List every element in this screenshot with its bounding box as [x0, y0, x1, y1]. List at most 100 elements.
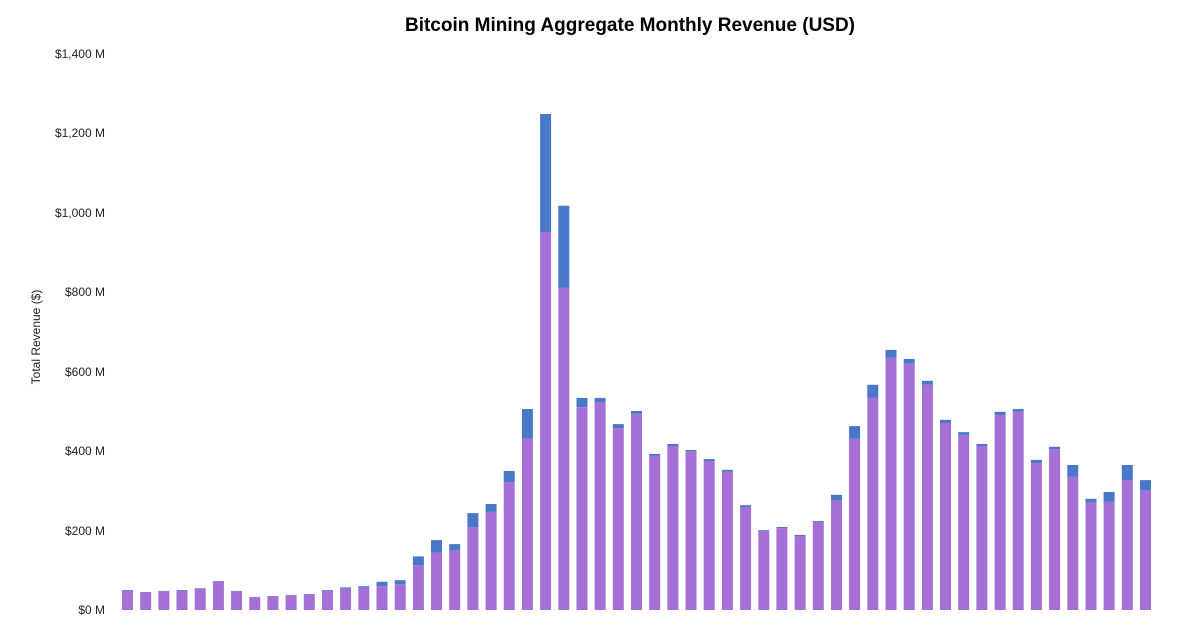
bar-segment-top [867, 384, 879, 398]
bar-segment-top [812, 521, 824, 522]
bar-segment-bottom [1030, 463, 1042, 610]
bar-group [467, 513, 479, 610]
bar-segment-top [685, 450, 697, 452]
bar-group [1121, 465, 1133, 610]
bar-group [594, 397, 606, 610]
y-tick-label: $1,000 M [54, 205, 105, 220]
bar-segment-top [794, 534, 806, 537]
bar-group [285, 594, 297, 610]
bar-segment-bottom [540, 231, 552, 610]
bar-segment-bottom [1012, 411, 1024, 610]
bar-segment-bottom [921, 384, 933, 610]
bar-group [412, 556, 424, 610]
bar-segment-top [412, 556, 424, 566]
bar-group [831, 494, 842, 610]
bar-segment-bottom [612, 428, 624, 610]
bar-group [685, 450, 697, 610]
bar-group [231, 590, 243, 610]
bar-segment-bottom [485, 511, 497, 610]
bar-group [631, 411, 642, 610]
y-tick-label: $400 M [64, 444, 105, 459]
bar-group [740, 505, 752, 610]
bar-segment-bottom [412, 565, 424, 610]
bar-segment-top [831, 494, 842, 500]
bar-group [994, 411, 1006, 610]
bar-segment-bottom [1067, 477, 1079, 610]
bar-group [1067, 465, 1079, 610]
bar-segment-top [940, 419, 951, 423]
bar-group [431, 540, 442, 610]
bar-group [322, 590, 333, 610]
bar-group [667, 444, 679, 610]
bar-segment-bottom [1049, 449, 1061, 610]
bar-group [1085, 498, 1097, 610]
bar-group [267, 596, 279, 610]
bar-group [158, 590, 170, 610]
bar-segment-bottom [467, 527, 479, 610]
bar-segment-top [394, 580, 406, 585]
bar-group [758, 530, 770, 610]
bar-group [1049, 446, 1061, 610]
bar-segment-bottom [1140, 490, 1151, 610]
bar-segment-top [758, 530, 770, 531]
bar-group [485, 504, 497, 610]
bar-group [212, 581, 224, 610]
bar-group [812, 521, 824, 610]
bar-group [449, 544, 461, 610]
bar-group [867, 384, 879, 610]
bar-segment-top [358, 586, 370, 588]
bar-segment-bottom [231, 591, 243, 610]
bar-segment-top [994, 411, 1006, 415]
bar-segment-top [1140, 480, 1151, 491]
bar-group [194, 588, 206, 610]
bar-segment-bottom [649, 455, 661, 610]
bar-segment-top [1030, 459, 1042, 464]
bar-segment-bottom [594, 401, 606, 610]
bar-group [903, 359, 915, 610]
bar-segment-top [540, 114, 552, 232]
bar-group [1030, 459, 1042, 610]
bar-segment-bottom [322, 590, 333, 610]
bar-segment-top [921, 380, 933, 385]
bar-segment-top [649, 453, 661, 456]
bar-group [958, 432, 970, 610]
bar-segment-top [467, 513, 479, 527]
bar-segment-bottom [940, 422, 951, 610]
bar-segment-bottom [431, 552, 442, 610]
y-tick-label: $1,400 M [54, 47, 105, 61]
bar-segment-bottom [685, 451, 697, 610]
bar-segment-bottom [340, 588, 352, 610]
bar-segment-top [976, 444, 988, 446]
bar-segment-top [721, 469, 733, 472]
bar-segment-top [1067, 465, 1079, 477]
bar-group [1140, 480, 1151, 610]
bar-segment-top [703, 459, 715, 462]
y-tick-label: $800 M [64, 285, 105, 300]
bar-segment-top [849, 426, 861, 439]
bar-group [776, 527, 788, 610]
bar-segment-bottom [703, 461, 715, 610]
bar-segment-top [431, 540, 442, 553]
bar-group [540, 114, 552, 610]
bar-group [358, 586, 370, 610]
bar-segment-bottom [376, 586, 388, 610]
bar-group [721, 469, 733, 610]
bar-segment-bottom [994, 415, 1006, 610]
bar-segment-top [667, 444, 679, 446]
bar-segment-bottom [1085, 502, 1097, 610]
bar-segment-top [449, 544, 461, 551]
chart-title: Bitcoin Mining Aggregate Monthly Revenue… [404, 15, 856, 36]
bar-segment-bottom [122, 590, 133, 610]
bar-group [576, 397, 588, 610]
y-tick-label: $0 M [78, 603, 105, 617]
bar-group [921, 380, 933, 610]
bar-segment-bottom [867, 397, 879, 610]
bar-segment-top [485, 504, 497, 512]
bar-segment-bottom [394, 584, 406, 610]
bar-group [1103, 492, 1115, 610]
bar-segment-bottom [158, 591, 170, 610]
y-tick-label: $600 M [64, 364, 105, 379]
bar-group [176, 590, 188, 610]
bar-segment-top [612, 424, 624, 429]
